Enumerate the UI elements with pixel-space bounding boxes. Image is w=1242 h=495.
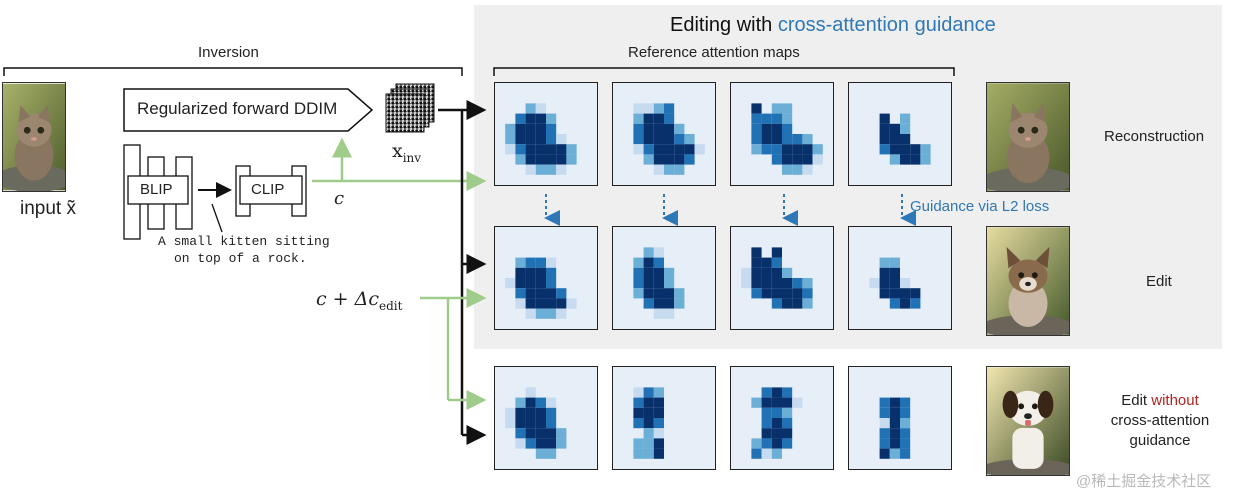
edit-without-prefix: Edit [1121,392,1152,409]
blip-block [123,144,193,240]
guidance-label: Guidance via L2 loss [910,198,1050,215]
page-title: Editing with cross-attention guidance [670,14,996,37]
attention-map [848,226,952,330]
caption-line2: on top of a rock. [174,251,307,266]
c-edit-symbol: c + Δc [316,288,380,310]
forward-ddim-label: Regularized forward DDIM [137,99,338,118]
watermark: @稀土掘金技术社区 [1076,473,1212,490]
edit-without-line2: cross-attention [1110,412,1210,429]
inversion-bracket [3,67,463,76]
input-label: input x̃ [20,198,76,219]
blip-label: BLIP [140,181,173,198]
title-prefix: Editing with [670,14,778,36]
edit-without-line3: guidance [1129,432,1191,449]
edit-without-highlight: without [1151,392,1199,409]
attention-map [494,82,598,186]
attention-map [730,82,834,186]
inversion-label: Inversion [198,44,259,61]
reconstruction-image [986,82,1070,192]
attention-map [848,82,952,186]
attention-map [612,226,716,330]
clip-label: CLIP [251,181,285,198]
x-inv-symbol: x [392,140,403,162]
x-inv-subscript: inv [402,150,422,165]
attention-map [848,366,952,470]
reference-bracket [493,67,955,76]
row-label-edit-without: Edit without cross-attention guidance [1104,391,1216,451]
attention-map [612,82,716,186]
c-label: c [334,188,345,209]
edit-without-guidance-image [986,366,1070,476]
attention-map [730,366,834,470]
input-image [2,82,66,192]
edit-image [986,226,1070,336]
c-edit-label: c + Δcedit [316,288,402,313]
reference-maps-label: Reference attention maps [628,44,800,61]
x-inv-noise-stack [385,83,435,133]
clip-block [235,165,307,217]
forward-ddim-block [123,88,374,132]
attention-map [494,226,598,330]
row-label-reconstruction: Reconstruction [1104,128,1205,145]
attention-map [494,366,598,470]
x-inv-label: xinv [392,140,421,165]
attention-map [612,366,716,470]
title-highlight: cross-attention guidance [777,14,996,36]
c-edit-subscript: edit [379,298,403,313]
caption-line1: A small kitten sitting [158,234,330,249]
attention-map [730,226,834,330]
row-label-edit: Edit [1146,273,1172,290]
